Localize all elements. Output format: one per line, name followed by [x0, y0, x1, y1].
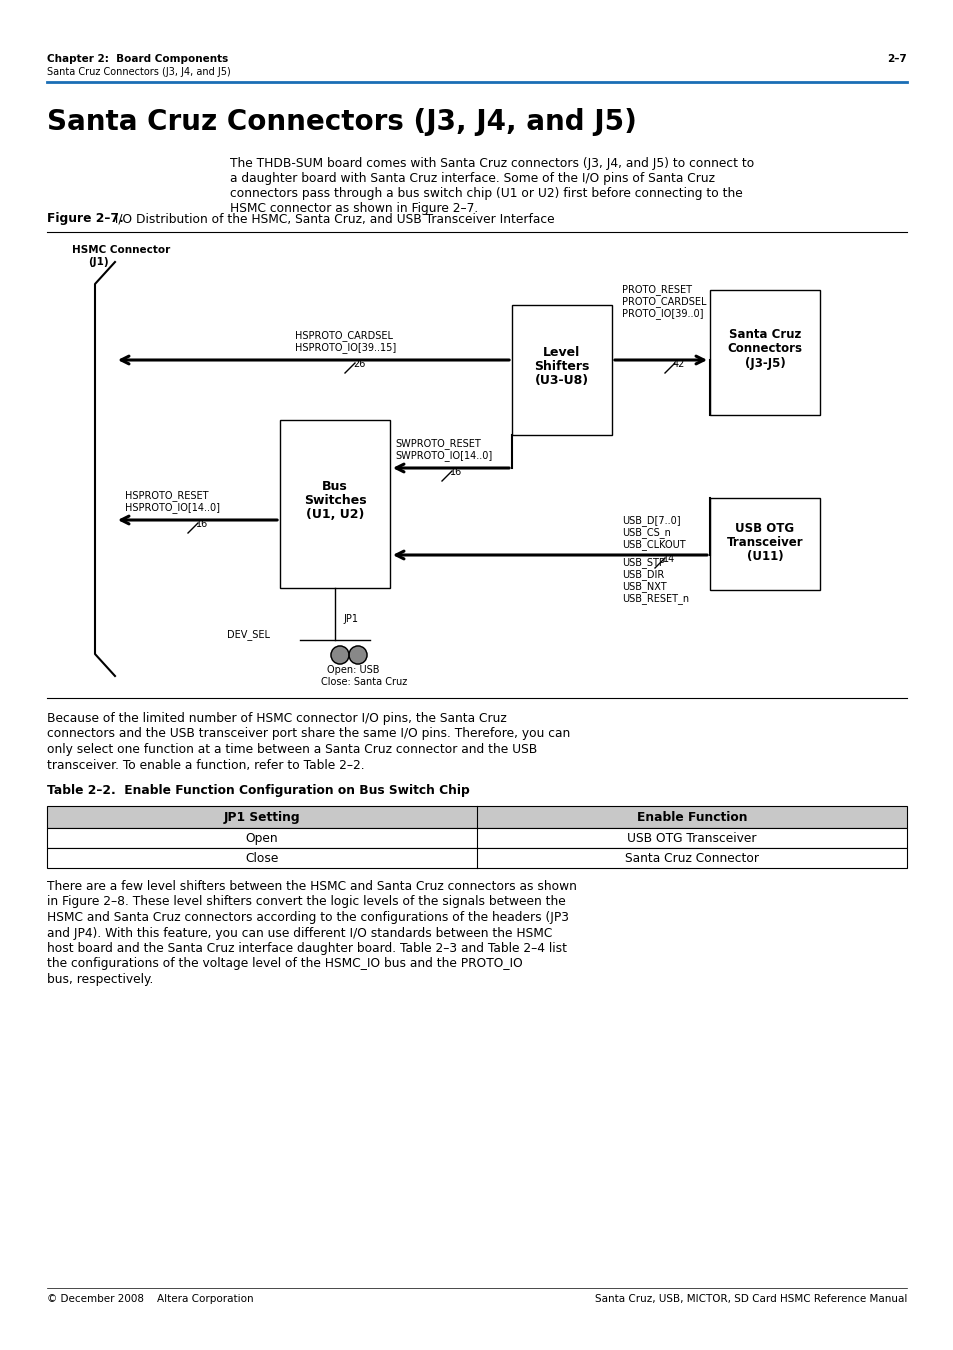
Text: USB_RESET_n: USB_RESET_n	[621, 593, 688, 603]
Text: (U1, U2): (U1, U2)	[306, 508, 364, 521]
Bar	[47, 848, 906, 868]
Text: only select one function at a time between a Santa Cruz connector and the USB: only select one function at a time betwe…	[47, 743, 537, 756]
Text: DEV_SEL: DEV_SEL	[227, 629, 270, 640]
Text: Table 2–2.  Enable Function Configuration on Bus Switch Chip: Table 2–2. Enable Function Configuration…	[47, 784, 469, 796]
Text: SWPROTO_IO[14..0]: SWPROTO_IO[14..0]	[395, 450, 492, 460]
Text: Enable Function: Enable Function	[636, 811, 746, 824]
Text: USB_NXT: USB_NXT	[621, 580, 666, 591]
Text: Bus: Bus	[322, 481, 348, 493]
Text: Santa Cruz: Santa Cruz	[728, 328, 801, 342]
Text: SWPROTO_RESET: SWPROTO_RESET	[395, 437, 480, 450]
Text: Open: Open	[246, 832, 278, 845]
Text: and JP4). With this feature, you can use different I/O standards between the HSM: and JP4). With this feature, you can use…	[47, 926, 552, 940]
Bar	[512, 305, 612, 435]
Text: Shifters: Shifters	[534, 360, 589, 373]
Bar	[47, 806, 906, 828]
Circle shape	[331, 647, 349, 664]
Text: There are a few level shifters between the HSMC and Santa Cruz connectors as sho: There are a few level shifters between t…	[47, 880, 577, 892]
Text: USB_DIR: USB_DIR	[621, 568, 663, 580]
Text: 2–7: 2–7	[886, 54, 906, 63]
Text: Figure 2–7.: Figure 2–7.	[47, 212, 124, 225]
Text: 16: 16	[195, 518, 208, 529]
Text: 26: 26	[353, 359, 365, 369]
Bar	[709, 290, 820, 414]
Text: HSPROTO_IO[14..0]: HSPROTO_IO[14..0]	[125, 502, 220, 513]
Text: PROTO_IO[39..0]: PROTO_IO[39..0]	[621, 308, 702, 319]
Text: Close: Close	[245, 852, 278, 865]
Text: (U11): (U11)	[746, 549, 782, 563]
Text: HSMC connector as shown in Figure 2–7.: HSMC connector as shown in Figure 2–7.	[230, 202, 477, 215]
Text: 16: 16	[450, 467, 462, 477]
Text: Santa Cruz Connectors (J3, J4, and J5): Santa Cruz Connectors (J3, J4, and J5)	[47, 68, 231, 77]
Text: I/O Distribution of the HSMC, Santa Cruz, and USB Transceiver Interface: I/O Distribution of the HSMC, Santa Cruz…	[107, 212, 554, 225]
Text: HSPROTO_RESET: HSPROTO_RESET	[125, 490, 209, 501]
Text: (J1): (J1)	[88, 256, 109, 267]
Text: connectors and the USB transceiver port share the same I/O pins. Therefore, you : connectors and the USB transceiver port …	[47, 728, 570, 741]
Text: transceiver. To enable a function, refer to Table 2–2.: transceiver. To enable a function, refer…	[47, 759, 364, 771]
Text: USB_CS_n: USB_CS_n	[621, 526, 670, 537]
Text: The THDB-SUM board comes with Santa Cruz connectors (J3, J4, and J5) to connect : The THDB-SUM board comes with Santa Cruz…	[230, 157, 754, 170]
Circle shape	[349, 647, 367, 664]
Text: Open: USB: Open: USB	[327, 666, 379, 675]
Text: (J3-J5): (J3-J5)	[744, 356, 784, 370]
Bar	[709, 498, 820, 590]
Text: connectors pass through a bus switch chip (U1 or U2) first before connecting to : connectors pass through a bus switch chi…	[230, 188, 742, 200]
Text: Transceiver: Transceiver	[726, 536, 802, 549]
Text: PROTO_RESET: PROTO_RESET	[621, 284, 691, 294]
Text: HSPROTO_IO[39..15]: HSPROTO_IO[39..15]	[294, 342, 395, 352]
Text: Close: Santa Cruz: Close: Santa Cruz	[320, 676, 407, 687]
Text: Santa Cruz Connectors (J3, J4, and J5): Santa Cruz Connectors (J3, J4, and J5)	[47, 108, 637, 136]
Text: Connectors: Connectors	[727, 343, 801, 355]
Text: Switches: Switches	[303, 494, 366, 508]
Text: PROTO_CARDSEL: PROTO_CARDSEL	[621, 296, 706, 306]
Text: host board and the Santa Cruz interface daughter board. Table 2–3 and Table 2–4 : host board and the Santa Cruz interface …	[47, 942, 566, 954]
Text: Level: Level	[543, 346, 580, 359]
Text: (U3-U8): (U3-U8)	[535, 374, 588, 387]
Bar	[47, 828, 906, 848]
Text: © December 2008    Altera Corporation: © December 2008 Altera Corporation	[47, 1295, 253, 1304]
Text: HSPROTO_CARDSEL: HSPROTO_CARDSEL	[294, 329, 393, 342]
Text: USB_CLKOUT: USB_CLKOUT	[621, 539, 685, 549]
Text: 14: 14	[662, 554, 675, 564]
Text: USB OTG Transceiver: USB OTG Transceiver	[626, 832, 756, 845]
Text: HSMC and Santa Cruz connectors according to the configurations of the headers (J: HSMC and Santa Cruz connectors according…	[47, 911, 568, 923]
Text: 42: 42	[672, 359, 684, 369]
Text: USB OTG: USB OTG	[735, 522, 794, 535]
Bar	[280, 420, 390, 589]
Text: JP1 Setting: JP1 Setting	[223, 811, 300, 824]
Text: USB_STP: USB_STP	[621, 558, 664, 568]
Text: USB_D[7..0]: USB_D[7..0]	[621, 514, 679, 526]
Text: Santa Cruz Connector: Santa Cruz Connector	[624, 852, 759, 865]
Text: a daughter board with Santa Cruz interface. Some of the I/O pins of Santa Cruz: a daughter board with Santa Cruz interfa…	[230, 171, 714, 185]
Text: the configurations of the voltage level of the HSMC_IO bus and the PROTO_IO: the configurations of the voltage level …	[47, 957, 522, 971]
Text: HSMC Connector: HSMC Connector	[71, 244, 170, 255]
Text: Santa Cruz, USB, MICTOR, SD Card HSMC Reference Manual: Santa Cruz, USB, MICTOR, SD Card HSMC Re…	[594, 1295, 906, 1304]
Text: Because of the limited number of HSMC connector I/O pins, the Santa Cruz: Because of the limited number of HSMC co…	[47, 711, 506, 725]
Text: Chapter 2:  Board Components: Chapter 2: Board Components	[47, 54, 228, 63]
Text: in Figure 2–8. These level shifters convert the logic levels of the signals betw: in Figure 2–8. These level shifters conv…	[47, 895, 565, 909]
Text: bus, respectively.: bus, respectively.	[47, 973, 153, 985]
Text: JP1: JP1	[343, 614, 357, 624]
